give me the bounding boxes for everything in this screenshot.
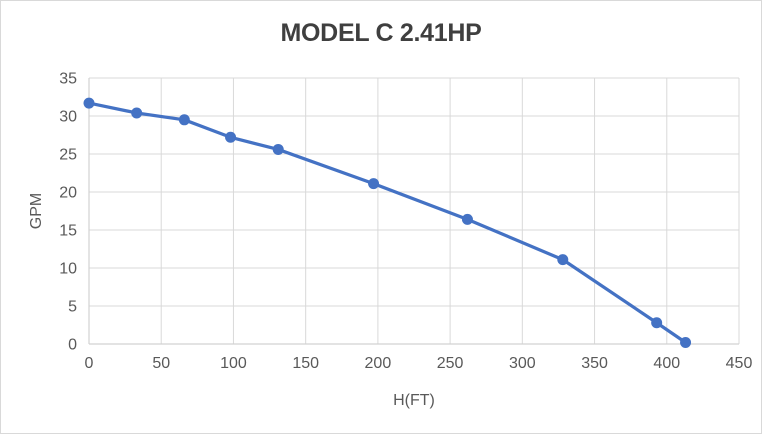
x-tick-label: 200 <box>365 355 392 372</box>
y-tick-label: 10 <box>59 261 77 278</box>
x-tick-label: 450 <box>726 355 753 372</box>
y-tick-label: 30 <box>59 109 77 126</box>
series-line <box>87 101 688 345</box>
data-point-marker <box>178 114 190 126</box>
y-tick-label: 35 <box>59 71 77 88</box>
x-axis-title: H(FT) <box>393 392 435 409</box>
data-point-marker <box>272 143 284 155</box>
data-point-marker <box>461 213 473 225</box>
data-point-marker <box>225 131 237 143</box>
y-tick-label: 20 <box>59 185 77 202</box>
x-tick-label: 100 <box>220 355 247 372</box>
x-tick-label: 250 <box>437 355 464 372</box>
x-tick-label: 350 <box>581 355 608 372</box>
x-tick-label: 0 <box>85 355 94 372</box>
data-point-marker <box>368 178 380 190</box>
y-tick-label: 15 <box>59 223 77 240</box>
data-point-marker <box>557 254 569 266</box>
x-tick-label: 150 <box>292 355 319 372</box>
x-tick-label: 400 <box>653 355 680 372</box>
data-point-marker <box>131 107 143 119</box>
x-tick-label: 50 <box>152 355 170 372</box>
y-tick-label: 0 <box>68 337 77 354</box>
data-point-marker <box>680 336 692 348</box>
x-tick-label: 300 <box>509 355 536 372</box>
data-point-marker <box>83 97 95 109</box>
chart-title: MODEL C 2.41HP <box>280 19 482 47</box>
y-tick-label: 5 <box>68 299 77 316</box>
y-tick-label: 25 <box>59 147 77 164</box>
data-point-marker <box>651 317 663 329</box>
